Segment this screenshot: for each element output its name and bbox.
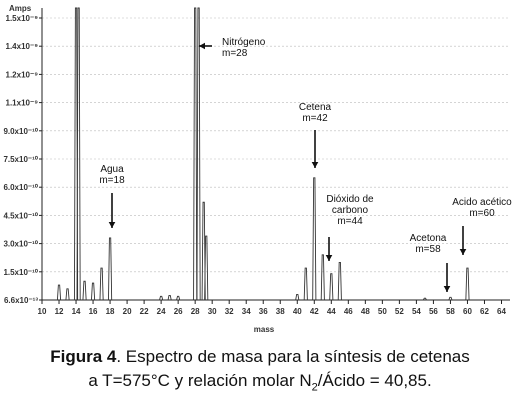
annotation-arrowhead-m28 (199, 42, 205, 50)
peak-m44 (329, 273, 334, 301)
y-tick-label: 1.5x10⁻¹⁰ (3, 268, 38, 277)
peak-m25 (167, 294, 172, 301)
peak-m14.3 (76, 7, 81, 301)
peak-m41 (303, 267, 308, 301)
peak-m15 (82, 280, 87, 301)
x-tick-label: 40 (293, 307, 302, 316)
y-unit-label: Amps (9, 4, 32, 13)
grid-layer (39, 17, 510, 304)
x-tick-label: 32 (225, 307, 234, 316)
annotation-label-m28: m=28 (222, 48, 248, 59)
x-tick-label: 14 (72, 307, 81, 316)
peak-m60 (465, 267, 470, 301)
annotation-label-m28: Nitrógeno (222, 37, 266, 48)
x-tick-label: 44 (327, 307, 336, 316)
annotation-label-m44: Dióxido de (326, 194, 374, 205)
annotation-label-m18: Agua (100, 164, 124, 175)
peak-m43 (320, 254, 325, 301)
annotation-arrowhead-m58 (443, 286, 451, 292)
x-axis-label: mass (254, 325, 275, 334)
x-tick-label: 46 (344, 307, 353, 316)
peak-m24 (159, 295, 164, 301)
y-tick-label: 3.0x10⁻¹⁰ (3, 240, 38, 249)
caption-line2-b: /Ácido = 40,85. (317, 371, 432, 390)
x-tick-label: 16 (89, 307, 98, 316)
x-tick-label: 36 (259, 307, 268, 316)
y-tick-label: 1.1x10⁻⁹ (6, 99, 39, 108)
caption-figure-label: Figura 4 (50, 347, 117, 366)
caption-line2-sub: 2 (311, 381, 318, 394)
x-tick-labels: 10 12 14 16 18 20 22 24 26 28 30 32 34 36 38 40 42 44 46 48… (38, 307, 507, 316)
peak-m55 (422, 297, 427, 301)
y-tick-label: 6.0x10⁻¹⁰ (3, 183, 38, 192)
annotation-label-m44: carbono (332, 205, 369, 216)
y-tick-label: 1.4x10⁻⁹ (6, 42, 39, 51)
peak-m13 (65, 288, 70, 301)
x-tick-label: 20 (123, 307, 132, 316)
x-tick-label: 58 (446, 307, 455, 316)
annotation-arrowhead-m60 (459, 249, 467, 255)
figure-caption: Figura 4. Espectro de masa para la sínte… (0, 347, 520, 367)
x-tick-label: 52 (395, 307, 404, 316)
x-tick-label: 56 (429, 307, 438, 316)
peak-m42 (312, 177, 317, 301)
x-tick-label: 28 (191, 307, 200, 316)
x-tick-label: 12 (55, 307, 64, 316)
x-tick-label: 50 (378, 307, 387, 316)
x-tick-label: 54 (412, 307, 421, 316)
y-tick-label: 6.6x10⁻¹³ (4, 296, 38, 305)
x-tick-label: 42 (310, 307, 319, 316)
y-tick-label: 1.5x10⁻⁹ (6, 14, 39, 23)
x-tick-label: 64 (497, 307, 506, 316)
peak-m40 (295, 294, 300, 301)
y-tick-labels: 6.6x10⁻¹³ 1.5x10⁻¹⁰ 3.0x10⁻¹⁰ 4.5x10⁻¹⁰ 6.0x… (3, 14, 38, 305)
x-tick-label: 26 (174, 307, 183, 316)
x-tick-label: 38 (276, 307, 285, 316)
peak-m18 (108, 237, 113, 301)
peak-m29 (201, 201, 206, 301)
annotation-label-m60: m=60 (469, 208, 495, 219)
x-tick-label: 30 (208, 307, 217, 316)
annotation-label-m60: Acido acético (452, 197, 512, 208)
peak-m28.4 (196, 7, 201, 301)
peak-m26 (176, 295, 181, 301)
annotation-label-m42: m=42 (302, 113, 328, 124)
x-tick-label: 24 (157, 307, 166, 316)
y-tick-label: 1.2x10⁻⁹ (6, 70, 39, 79)
x-tick-label: 22 (140, 307, 149, 316)
axes-layer: Amps mass (9, 4, 510, 334)
peak-m17 (99, 267, 104, 301)
annotation-arrowhead-m18 (108, 222, 116, 228)
x-tick-label: 34 (242, 307, 251, 316)
peaks-layer (56, 7, 470, 301)
caption-line1-text: . Espectro de masa para la síntesis de c… (116, 347, 470, 366)
annotation-arrowhead-m42 (311, 162, 319, 168)
x-tick-label: 18 (106, 307, 115, 316)
annotation-arrowhead-m44 (325, 255, 333, 261)
caption-line2-a: a T=575°C y relación molar N (88, 371, 312, 390)
x-tick-label: 62 (480, 307, 489, 316)
annotation-label-m18: m=18 (99, 175, 125, 186)
annotation-label-m58: Acetona (410, 233, 447, 244)
x-tick-label: 10 (38, 307, 47, 316)
annotation-label-m42: Cetena (299, 102, 332, 113)
peak-m45 (337, 261, 342, 301)
peak-m16 (91, 282, 96, 301)
caption-line-1: Figura 4. Espectro de masa para la sínte… (50, 347, 470, 366)
y-tick-label: 9.0x10⁻¹⁰ (3, 127, 38, 136)
annotation-label-m44: m=44 (337, 216, 363, 227)
peak-m29.3 (204, 235, 209, 301)
peak-m58 (448, 296, 453, 301)
x-tick-label: 48 (361, 307, 370, 316)
x-tick-label: 60 (463, 307, 472, 316)
y-tick-label: 7.5x10⁻¹⁰ (3, 155, 38, 164)
annotation-label-m58: m=58 (415, 244, 441, 255)
peak-m12 (56, 284, 62, 301)
figure-caption-line-2: a T=575°C y relación molar N2/Ácido = 40… (0, 371, 520, 397)
peak-m28 (193, 7, 198, 301)
y-tick-label: 4.5x10⁻¹⁰ (3, 211, 38, 220)
